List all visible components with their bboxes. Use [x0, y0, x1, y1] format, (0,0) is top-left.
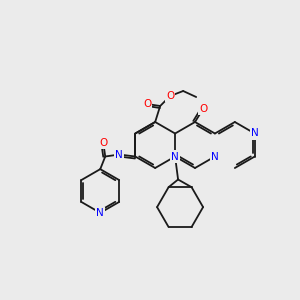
Text: N: N — [96, 208, 104, 218]
Text: N: N — [211, 152, 219, 161]
Text: O: O — [143, 99, 151, 109]
Text: O: O — [99, 137, 107, 148]
Text: O: O — [199, 104, 207, 114]
Text: N: N — [171, 152, 179, 161]
Text: O: O — [166, 91, 174, 101]
Text: N: N — [251, 128, 259, 139]
Text: N: N — [116, 149, 123, 160]
